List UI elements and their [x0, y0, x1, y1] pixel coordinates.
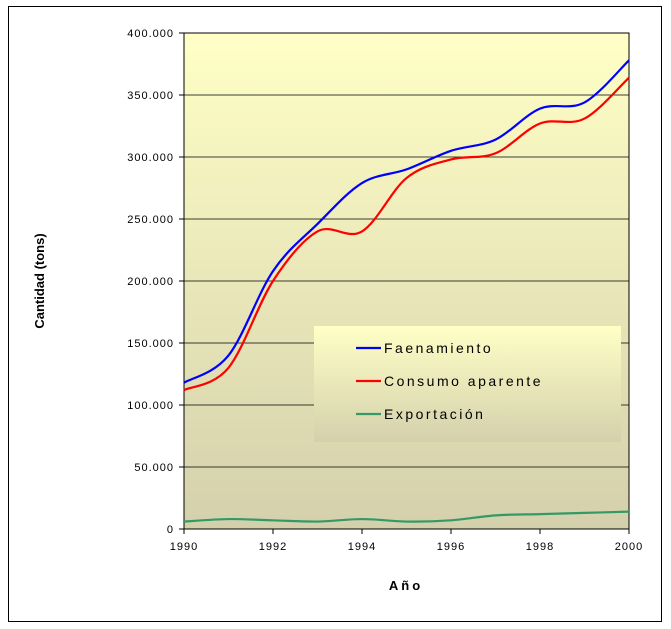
y-tick-label: 0 [167, 524, 174, 536]
y-axis-title: Cantidad (tons) [32, 233, 47, 328]
y-tick-label: 100.000 [127, 400, 174, 412]
x-axis-ticks: 1990 1992 1994 1996 1998 2000 [170, 529, 643, 553]
legend-label-faenamiento: Faenamiento [384, 340, 493, 356]
x-tick-label: 1990 [170, 541, 198, 553]
series-line-exportacion [183, 510, 630, 523]
series-line-faenamiento [183, 59, 630, 384]
y-tick-label: 250.000 [127, 214, 174, 226]
x-tick-label: 1998 [526, 541, 554, 553]
y-tick-label: 200.000 [127, 276, 174, 288]
series-line-consumo-aparente [183, 76, 630, 392]
x-tick-label: 1994 [348, 541, 376, 553]
y-tick-label: 400.000 [127, 28, 174, 40]
y-axis-ticks: 0 50.000 100.000 150.000 200.000 250.000 300.0… [127, 28, 184, 536]
chart: 0 50.000 100.000 150.000 200.000 250.000 300.0… [32, 28, 643, 593]
chart-frame: 0 50.000 100.000 150.000 200.000 250.000 300.0… [8, 6, 662, 622]
legend-label-exportacion: Exportación [384, 406, 485, 422]
x-tick-label: 1992 [259, 541, 287, 553]
y-tick-label: 50.000 [134, 462, 174, 474]
legend-label-consumo-aparente: Consumo aparente [384, 373, 543, 389]
y-tick-label: 150.000 [127, 338, 174, 350]
x-tick-label: 1996 [437, 541, 465, 553]
y-tick-label: 350.000 [127, 90, 174, 102]
legend: Faenamiento Consumo aparente Exportación [356, 340, 543, 422]
legend-box [314, 326, 621, 442]
y-tick-label: 300.000 [127, 152, 174, 164]
series-lines [183, 59, 630, 523]
x-axis-title: Año [389, 578, 423, 593]
x-tick-label: 2000 [615, 541, 643, 553]
